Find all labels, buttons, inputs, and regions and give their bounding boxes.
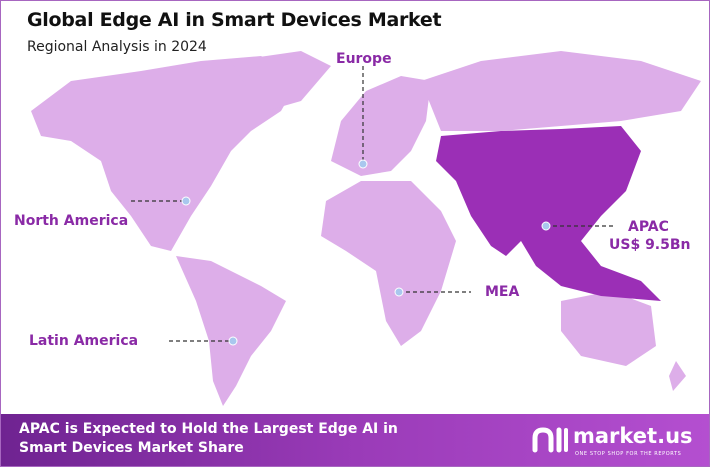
latin-america-shape: [176, 256, 286, 406]
market-us-logo: market.us ONE STOP SHOP FOR THE REPORTS: [531, 424, 693, 458]
australia-shape: [561, 291, 656, 366]
russia-shape: [421, 51, 701, 131]
mea-marker: [394, 287, 404, 297]
market-us-logo-icon: [532, 427, 568, 453]
label-latin-america: Latin America: [29, 333, 139, 349]
label-europe: Europe: [336, 51, 392, 67]
latin-america-marker: [228, 336, 238, 346]
europe-shape: [331, 76, 431, 176]
apac-shape: [436, 126, 661, 301]
logo-name: market.us: [573, 424, 693, 448]
label-north-america: North America: [14, 213, 129, 229]
north-america-marker: [181, 196, 191, 206]
chart-title: Global Edge AI in Smart Devices Market: [27, 9, 442, 31]
north-america-shape: [31, 56, 301, 251]
footer-banner: APAC is Expected to Hold the Largest Edg…: [1, 414, 709, 466]
logo-tagline: ONE STOP SHOP FOR THE REPORTS: [575, 451, 682, 457]
europe-marker: [358, 159, 368, 169]
nz-shape: [669, 361, 686, 391]
greenland-shape: [231, 51, 331, 111]
label-apac: APAC: [628, 219, 669, 235]
world-map: [31, 51, 701, 406]
label-mea: MEA: [485, 284, 520, 300]
apac-marker: [541, 221, 551, 231]
africa-shape: [321, 181, 456, 346]
label-apac-value: US$ 9.5Bn: [609, 237, 691, 253]
footer-text: APAC is Expected to Hold the Largest Edg…: [19, 421, 398, 456]
chart-subtitle: Regional Analysis in 2024: [27, 39, 207, 55]
